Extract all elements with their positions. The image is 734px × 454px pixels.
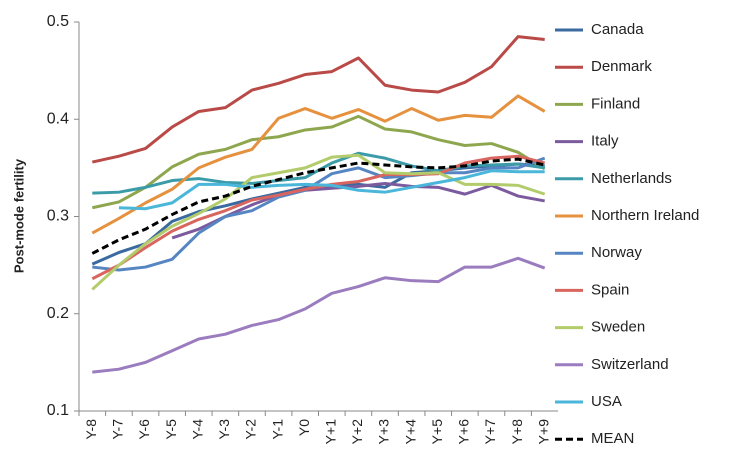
x-tick-label: Y+8 bbox=[509, 419, 525, 445]
legend-label: Switzerland bbox=[591, 356, 669, 373]
legend-label: Northern Ireland bbox=[591, 207, 699, 224]
legend-label: USA bbox=[591, 393, 622, 410]
x-tick-label: Y-3 bbox=[216, 419, 232, 440]
x-tick-label: Y+5 bbox=[429, 419, 445, 445]
y-tick-label: 0.5 bbox=[47, 13, 69, 30]
series-line bbox=[91, 94, 546, 235]
series-line bbox=[171, 181, 545, 240]
x-tick-label: Y+9 bbox=[535, 419, 551, 445]
legend-label: Norway bbox=[591, 244, 642, 261]
series-line bbox=[91, 154, 546, 281]
series-line bbox=[92, 256, 546, 374]
legend-label: Canada bbox=[591, 21, 644, 38]
series-line bbox=[92, 156, 546, 272]
legend-label: Netherlands bbox=[591, 170, 672, 187]
x-tick-label: Y-1 bbox=[269, 419, 285, 440]
y-axis-label: Post-mode fertility bbox=[11, 158, 26, 273]
x-tick-label: Y-2 bbox=[243, 419, 259, 440]
series-line bbox=[91, 153, 546, 291]
x-tick-label: Y0 bbox=[296, 419, 312, 436]
x-tick-label: Y+3 bbox=[376, 419, 392, 445]
series-line bbox=[118, 169, 545, 211]
y-tick-label: 0.1 bbox=[47, 402, 69, 419]
series-line bbox=[91, 114, 546, 210]
series-line bbox=[91, 35, 545, 164]
x-tick-label: Y+7 bbox=[482, 419, 498, 445]
x-tick-label: Y+4 bbox=[402, 419, 418, 445]
x-tick-label: Y-6 bbox=[136, 419, 152, 440]
x-tick-label: Y-5 bbox=[163, 419, 179, 440]
x-tick-label: Y+2 bbox=[349, 419, 365, 445]
legend-label: Italy bbox=[591, 133, 619, 150]
legend-label: Denmark bbox=[591, 58, 652, 75]
series-line bbox=[91, 157, 546, 255]
y-tick-label: 0.2 bbox=[47, 305, 69, 322]
x-tick-label: Y-4 bbox=[189, 419, 205, 440]
y-tick-label: 0.4 bbox=[47, 110, 69, 127]
legend-label: MEAN bbox=[591, 430, 634, 447]
y-tick-label: 0.3 bbox=[47, 208, 69, 225]
legend-label: Finland bbox=[591, 95, 640, 112]
legend-label: Spain bbox=[591, 281, 629, 298]
series-line bbox=[91, 162, 545, 266]
x-tick-label: Y-8 bbox=[83, 419, 99, 440]
legend-label: Sweden bbox=[591, 319, 645, 336]
x-tick-label: Y-7 bbox=[110, 419, 126, 440]
x-tick-label: Y+6 bbox=[456, 419, 472, 445]
x-tick-label: Y+1 bbox=[323, 419, 339, 445]
